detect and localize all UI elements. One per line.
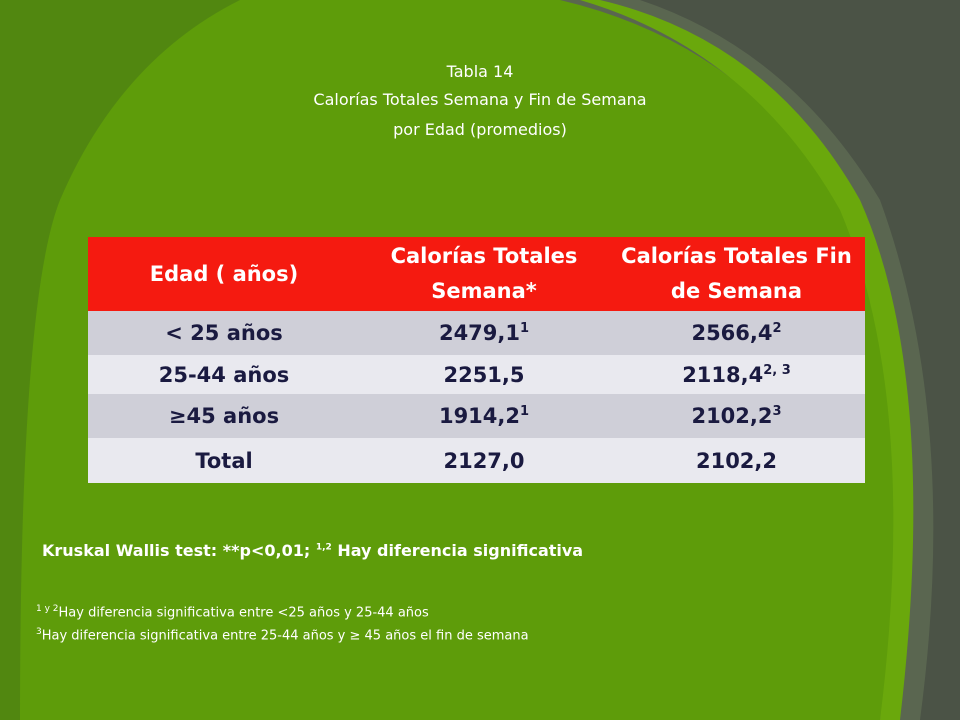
table-cell: 25-44 años xyxy=(88,355,360,394)
title-line: Tabla 14 xyxy=(446,62,514,81)
title-line: por Edad (promedios) xyxy=(393,120,567,139)
footnote-sup: 3 xyxy=(36,627,42,637)
footnote-text: Hay diferencia significativa entre <25 a… xyxy=(58,605,429,621)
test-note: Kruskal Wallis test: **p<0,01; 1,2 Hay d… xyxy=(42,541,583,560)
note-text: Kruskal Wallis test: **p<0,01; xyxy=(42,541,311,560)
table-cell: 2251,5 xyxy=(360,355,608,394)
header-row: Edad ( años) Calorías Totales Semana* Ca… xyxy=(88,237,865,311)
table-cell: 2127,0 xyxy=(360,438,608,483)
table-cell: 2102,2 xyxy=(608,438,865,483)
table-cell: 2102,23 xyxy=(608,394,865,438)
cell-text: ≥45 años xyxy=(168,404,280,428)
table-cell: 2479,11 xyxy=(360,311,608,355)
table-cell: 2118,42, 3 xyxy=(608,355,865,394)
table-cell: < 25 años xyxy=(88,311,360,355)
table-row: 25-44 años 2251,5 2118,42, 3 xyxy=(88,355,865,394)
table-row: ≥45 años 1914,21 2102,23 xyxy=(88,394,865,438)
header-cell: Calorías Totales Fin de Semana xyxy=(608,237,865,311)
cell-sup: 1 xyxy=(520,321,530,336)
table-cell: 2566,42 xyxy=(608,311,865,355)
cell-text: 2251,5 xyxy=(443,362,525,387)
cell-text: < 25 años xyxy=(165,321,283,345)
header-cell: Calorías Totales Semana* xyxy=(360,237,608,311)
footnote-sup: 1 y 2 xyxy=(36,604,59,614)
cell-sup: 1 xyxy=(520,404,530,419)
header-cell: Edad ( años) xyxy=(88,237,360,311)
footnote-text: Hay diferencia significativa entre 25-44… xyxy=(41,628,529,644)
cell-sup: 3 xyxy=(772,404,782,419)
table-cell: ≥45 años xyxy=(88,394,360,438)
cell-text: 2118,4 xyxy=(682,362,764,387)
footnote: 1 y 2Hay diferencia significativa entre … xyxy=(36,604,429,620)
note-sup: 1,2 xyxy=(315,542,332,553)
footnote: 3Hay diferencia significativa entre 25-4… xyxy=(36,627,529,643)
table-row: < 25 años 2479,11 2566,42 xyxy=(88,311,865,355)
note-text: Hay diferencia significativa xyxy=(337,541,584,560)
cell-sup: 2, 3 xyxy=(763,362,791,378)
table-cell: Total xyxy=(88,438,360,483)
cell-text: 25-44 años xyxy=(158,362,290,387)
cell-sup: 2 xyxy=(772,321,782,336)
cell-text: 2479,1 xyxy=(438,321,520,345)
cell-text: Total xyxy=(195,448,253,473)
cell-text: 2102,2 xyxy=(691,404,773,428)
cell-text: 2127,0 xyxy=(443,448,525,473)
cell-text: 2566,4 xyxy=(691,321,773,345)
title-line: Calorías Totales Semana y Fin de Semana xyxy=(313,90,647,109)
data-table: Edad ( años) Calorías Totales Semana* Ca… xyxy=(88,237,865,483)
cell-text: 2102,2 xyxy=(695,448,778,473)
table-row: Total 2127,0 2102,2 xyxy=(88,438,865,483)
table-cell: 1914,21 xyxy=(360,394,608,438)
cell-text: 1914,2 xyxy=(438,404,520,428)
